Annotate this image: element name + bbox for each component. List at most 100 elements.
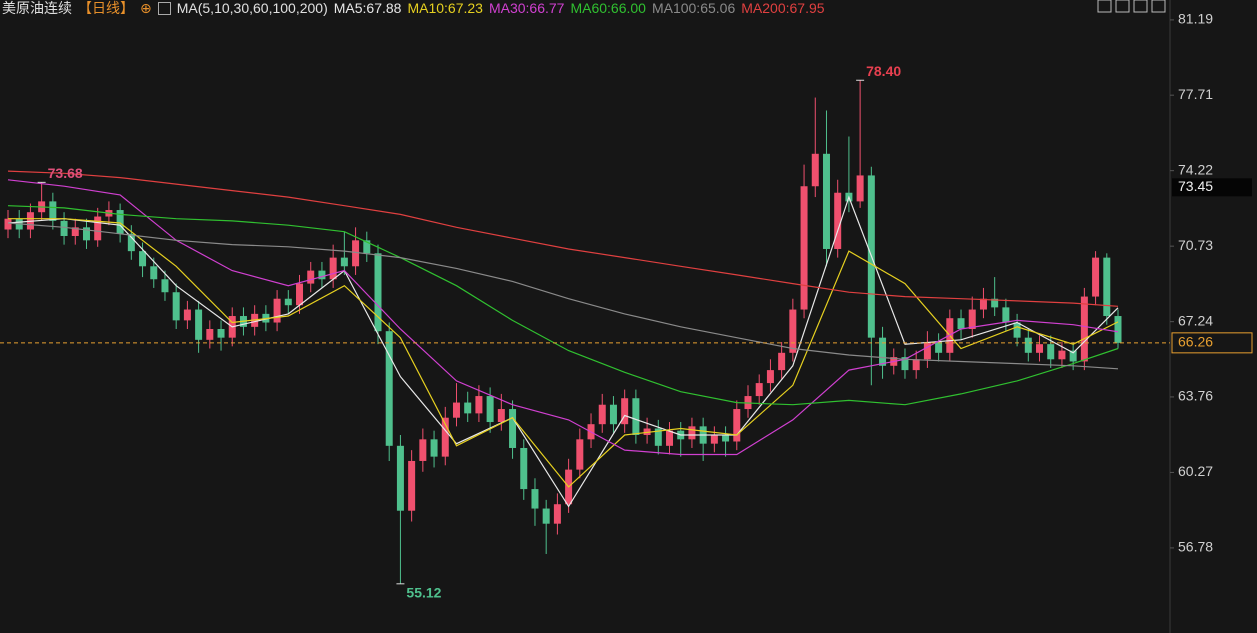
- candle-body: [811, 153, 819, 187]
- y-tick-label: 74.22: [1178, 161, 1213, 177]
- candle-body: [374, 253, 382, 332]
- candle-body: [1069, 350, 1077, 362]
- candle-body: [1114, 316, 1122, 343]
- candle-body: [116, 210, 124, 234]
- candle-body: [553, 504, 561, 524]
- legend-entry: MA100:65.06: [651, 0, 736, 16]
- candle-body: [408, 460, 416, 511]
- candle-body: [150, 266, 158, 280]
- candle-body: [1002, 307, 1010, 323]
- moving-average: [7, 170, 1119, 307]
- y-tick-label: 81.19: [1178, 11, 1213, 27]
- candle-body: [139, 251, 147, 267]
- candle-body: [800, 186, 808, 310]
- candle-body: [912, 359, 920, 371]
- indicator-icon[interactable]: [157, 2, 171, 15]
- candle-body: [464, 402, 472, 414]
- candle-body: [82, 227, 90, 241]
- candle-body: [1036, 344, 1044, 353]
- candle-body: [352, 240, 360, 267]
- candle-body: [621, 398, 629, 425]
- candle-body: [195, 309, 203, 340]
- candle-body: [654, 428, 662, 446]
- add-icon[interactable]: ⊕: [140, 0, 152, 16]
- price-tag-label: 73.45: [1178, 178, 1213, 194]
- candle-body: [396, 445, 404, 511]
- candle-body: [710, 435, 718, 444]
- candle-body: [172, 292, 180, 321]
- moving-average: [7, 179, 1119, 456]
- candle-body: [307, 270, 315, 284]
- candle-body: [1024, 337, 1032, 353]
- candle-body: [520, 447, 528, 490]
- moving-average: [7, 222, 1119, 370]
- candle-body: [722, 435, 730, 442]
- y-tick-label: 67.24: [1178, 312, 1213, 328]
- candle-body: [643, 428, 651, 436]
- candle-body: [542, 508, 550, 524]
- candle-body: [766, 370, 774, 384]
- candle-body: [666, 430, 674, 446]
- candle-body: [935, 341, 943, 353]
- candle-body: [879, 337, 887, 366]
- candle-body: [183, 309, 191, 321]
- candle-body: [991, 298, 999, 308]
- candle-body: [49, 201, 57, 221]
- candle-body: [385, 331, 393, 446]
- candle-body: [419, 439, 427, 461]
- candle-body: [576, 439, 584, 470]
- legend-entry: MA30:66.77: [488, 0, 565, 16]
- y-tick-label: 56.78: [1178, 539, 1213, 555]
- candle-body: [71, 227, 79, 236]
- candle-body: [127, 233, 135, 252]
- last-price-label: 66.26: [1178, 334, 1213, 350]
- candle-body: [979, 298, 987, 310]
- candle-body: [273, 298, 281, 323]
- candle-body: [296, 283, 304, 306]
- header: 美原油连续 【日线】 ⊕ MA(5,10,30,60,100,200) MA5:…: [2, 0, 825, 16]
- legend-entry: MA10:67.23: [407, 0, 483, 16]
- indicator: MA(5,10,30,60,100,200): [176, 0, 328, 16]
- toolbar-icon[interactable]: [1133, 0, 1148, 13]
- toolbar-icon[interactable]: [1097, 0, 1112, 13]
- candle-body: [755, 383, 763, 397]
- candle-body: [4, 218, 12, 230]
- candle-body: [1080, 296, 1088, 362]
- candle-body: [318, 270, 326, 280]
- candle-body: [329, 257, 337, 280]
- candle-body: [340, 257, 348, 267]
- candle-body: [531, 489, 539, 509]
- candle-body: [94, 216, 102, 241]
- candle-body: [609, 404, 617, 425]
- candle-body: [901, 357, 909, 371]
- candle-body: [1103, 257, 1111, 317]
- y-tick-label: 60.27: [1178, 463, 1213, 479]
- candle-body: [598, 404, 606, 425]
- candle-body: [923, 341, 931, 360]
- toolbar-icon[interactable]: [1151, 0, 1166, 13]
- moving-average: [7, 205, 1119, 406]
- candle-body: [789, 309, 797, 353]
- y-tick-label: 77.71: [1178, 86, 1213, 102]
- candle-body: [834, 192, 842, 249]
- candle-body: [497, 409, 505, 423]
- y-tick-label: 70.73: [1178, 237, 1213, 253]
- legend-entry: MA60:66.00: [570, 0, 646, 16]
- candle-body: [778, 352, 786, 371]
- candles: [4, 80, 1122, 584]
- toolbar[interactable]: [1097, 0, 1166, 13]
- candle-body: [1092, 257, 1100, 297]
- toolbar-icon[interactable]: [1115, 0, 1130, 13]
- extreme-label: 73.68: [48, 165, 83, 181]
- candle-body: [475, 396, 483, 414]
- candle-body: [1058, 350, 1066, 360]
- candle-body: [1047, 344, 1055, 360]
- candle-body: [688, 426, 696, 440]
- candle-body: [441, 417, 449, 457]
- extreme-label: 78.40: [866, 63, 901, 79]
- instrument: 美原油连续: [2, 0, 72, 16]
- candle-body: [217, 329, 225, 338]
- candle-body: [60, 220, 68, 236]
- candle-body: [856, 175, 864, 202]
